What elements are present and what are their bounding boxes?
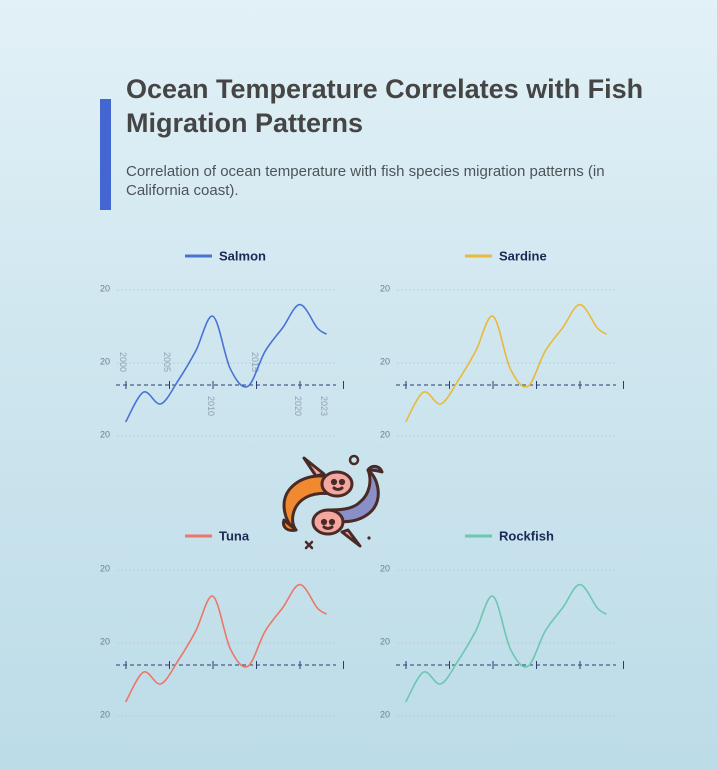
title-accent-bar: [100, 99, 111, 210]
y-tick-label: 20: [380, 563, 390, 573]
y-tick-label: 20: [100, 283, 110, 293]
orange-fish-icon: [282, 456, 354, 532]
series-line-salmon: [125, 303, 327, 423]
x-tick-label: 2000: [118, 352, 128, 372]
y-tick-label: 20: [380, 709, 390, 719]
bubble-icon: [348, 454, 360, 466]
y-tick-label: 20: [100, 356, 110, 366]
legend-label: Rockfish: [499, 528, 554, 543]
x-tick-label: 2005: [162, 352, 172, 372]
y-tick-label: 20: [100, 429, 110, 439]
purple-fish-icon: [311, 464, 384, 548]
x-tick-label: 2010: [206, 396, 216, 416]
page-title: Ocean Temperature Correlates with Fish M…: [126, 74, 644, 138]
y-tick-label: 20: [380, 283, 390, 293]
page-subtitle: Correlation of ocean temperature with fi…: [126, 163, 605, 199]
series-line-tuna: [125, 583, 327, 703]
two-fish-icon: [282, 454, 384, 550]
y-tick-label: 20: [100, 636, 110, 646]
legend-label: Sardine: [499, 248, 547, 263]
series-line-sardine: [405, 303, 607, 423]
chart-panel-rockfish: Rockfish 20 20 20: [380, 528, 624, 719]
x-tick-label: 2020: [293, 396, 303, 416]
x-tick-label: 2023: [319, 396, 329, 416]
bubble-icon: [367, 536, 371, 540]
y-tick-label: 20: [380, 636, 390, 646]
y-tick-label: 20: [100, 709, 110, 719]
legend-label: Tuna: [219, 528, 250, 543]
y-tick-label: 20: [100, 563, 110, 573]
x-tick-label: 2015: [250, 352, 260, 372]
legend-label: Salmon: [219, 248, 266, 263]
sparkle-icon: [304, 540, 314, 550]
y-tick-label: 20: [380, 429, 390, 439]
y-tick-label: 20: [380, 356, 390, 366]
chart-panel-sardine: Sardine 20 20 20: [380, 248, 624, 439]
chart-panel-tuna: Tuna 20 20 20: [100, 528, 344, 719]
series-line-rockfish: [405, 583, 607, 703]
